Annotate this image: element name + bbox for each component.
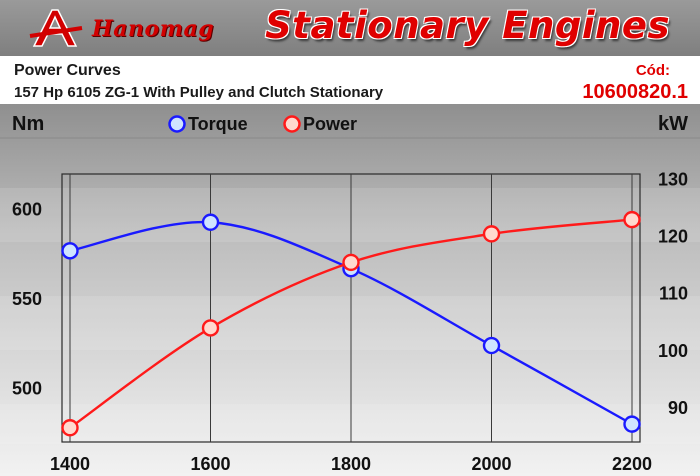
chart-heading [0, 56, 700, 104]
chart-title: Power Curves [14, 62, 121, 79]
x-tick-label: 1400 [50, 454, 90, 474]
chart-background [0, 104, 700, 476]
power-data-point [623, 210, 641, 229]
torque-data-point [61, 242, 79, 260]
brand-name: Hanomag [92, 16, 215, 42]
power-data-point [61, 419, 79, 437]
y-right-tick-label: 110 [659, 284, 688, 304]
power-curves-chart: Nm kW Torque Power 1400 1600 1800 2000 2200 5… [0, 104, 700, 476]
y-right-tick-label: 120 [658, 227, 688, 247]
torque-data-point [482, 336, 501, 355]
hanomag-logo-icon [29, 9, 83, 47]
brand-logo[interactable]: Hanomag [28, 6, 218, 50]
power-data-point [201, 319, 220, 337]
header-banner: Hanomag Stationary Engines [0, 0, 700, 56]
y-left-tick-label: 600 [12, 200, 42, 220]
code-value: 10600820.1 [582, 81, 688, 103]
banner-title: Stationary Engines [265, 4, 670, 47]
torque-data-point [201, 213, 220, 231]
y-right-tick-label: 100 [658, 341, 688, 361]
x-tick-label: 1600 [190, 454, 230, 474]
power-data-point [482, 225, 501, 243]
y-left-tick-label: 500 [12, 378, 42, 398]
y-right-tick-label: 90 [668, 398, 688, 418]
torque-data-point [623, 415, 641, 433]
legend: Torque Power [168, 114, 357, 134]
y-right-tick-label: 130 [658, 170, 688, 190]
y-right-axis-label: kW [658, 113, 688, 135]
legend-power-marker [283, 115, 301, 133]
chart-subtitle: 157 Hp 6105 ZG-1 With Pulley and Clutch … [14, 84, 384, 101]
plot-area: 1400 1600 1800 2000 2200 500 550 600 90 100 110 120… [12, 170, 688, 474]
legend-torque-marker [168, 115, 186, 133]
y-left-tick-label: 550 [12, 289, 42, 309]
legend-torque-label: Torque [188, 114, 248, 134]
code-label: Cód: [635, 62, 670, 79]
y-left-axis-label: Nm [12, 113, 44, 135]
band-2 [0, 296, 700, 350]
x-tick-label: 2200 [612, 454, 652, 474]
band-3 [0, 404, 700, 444]
x-tick-label: 2000 [471, 454, 511, 474]
power-data-point [342, 253, 360, 272]
legend-power-label: Power [303, 114, 357, 134]
band-1 [0, 188, 700, 242]
x-tick-label: 1800 [331, 454, 371, 474]
